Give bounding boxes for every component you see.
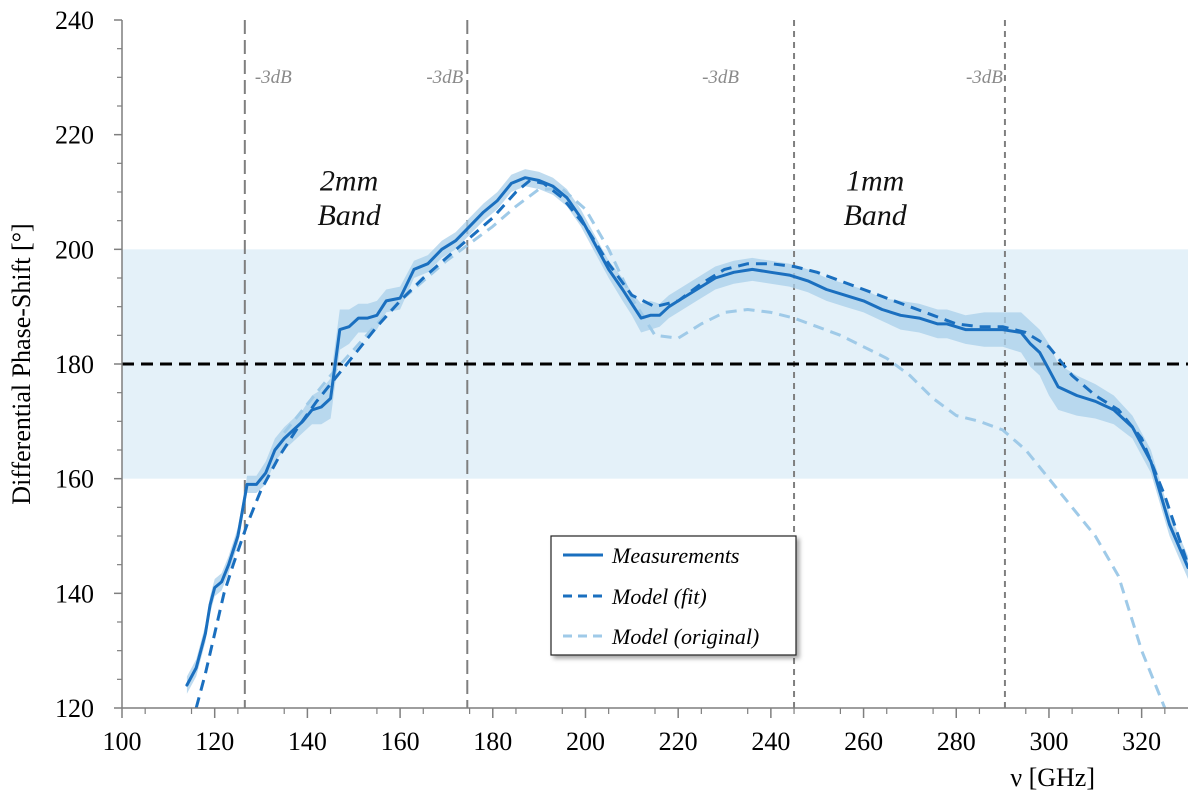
band-label-1-line-1: 2mm: [320, 165, 378, 198]
x-tick-label: 240: [751, 727, 790, 756]
y-tick-label: 220: [55, 121, 94, 150]
x-tick-label: 220: [659, 727, 698, 756]
x-tick-label: 120: [195, 727, 234, 756]
cutoff-label-2: -3dB: [426, 67, 463, 88]
cutoff-label-3: -3dB: [702, 67, 739, 88]
y-axis-tick-labels: 120 140 160 180 200 220 240: [55, 6, 94, 723]
y-axis-title: Differential Phase-Shift [°]: [7, 223, 36, 504]
band-label-2-line-1: 1mm: [846, 165, 904, 198]
legend-label-model-original: Model (original): [611, 624, 759, 649]
x-tick-label: 280: [937, 727, 976, 756]
y-tick-label: 120: [55, 694, 94, 723]
band-label-2-line-2: Band: [843, 199, 907, 232]
x-axis-title: ν [GHz]: [1010, 763, 1095, 792]
cutoff-label-1: -3dB: [255, 67, 292, 88]
x-tick-label: 320: [1122, 727, 1161, 756]
series-line-model-fit: [194, 179, 1188, 708]
y-tick-label: 180: [55, 350, 94, 379]
series-line-measurements: [185, 176, 1188, 687]
legend: Measurements Model (fit) Model (original…: [550, 535, 797, 656]
series-line-model-original: [283, 187, 1167, 708]
cutoff-label-4: -3dB: [966, 67, 1003, 88]
legend-label-measurements: Measurements: [611, 543, 740, 568]
x-tick-label: 160: [381, 727, 420, 756]
legend-label-model-fit: Model (fit): [611, 584, 707, 609]
y-tick-label: 160: [55, 465, 94, 494]
x-tick-label: 260: [844, 727, 883, 756]
y-tick-label: 200: [55, 235, 94, 264]
x-tick-label: 300: [1029, 727, 1068, 756]
x-tick-label: 200: [566, 727, 605, 756]
series-lines: [185, 176, 1188, 708]
x-axis-tick-labels: 100 120 140 160 180 200 220 240 260 280 300 320: [103, 727, 1162, 756]
band-label-1-line-2: Band: [317, 199, 381, 232]
x-tick-label: 100: [103, 727, 142, 756]
plot-axes: [114, 19, 1188, 718]
y-tick-label: 140: [55, 579, 94, 608]
x-tick-label: 140: [288, 727, 327, 756]
y-tick-label: 240: [55, 6, 94, 35]
x-tick-label: 180: [473, 727, 512, 756]
cutoff-labels: -3dB -3dB -3dB -3dB: [255, 67, 1003, 88]
